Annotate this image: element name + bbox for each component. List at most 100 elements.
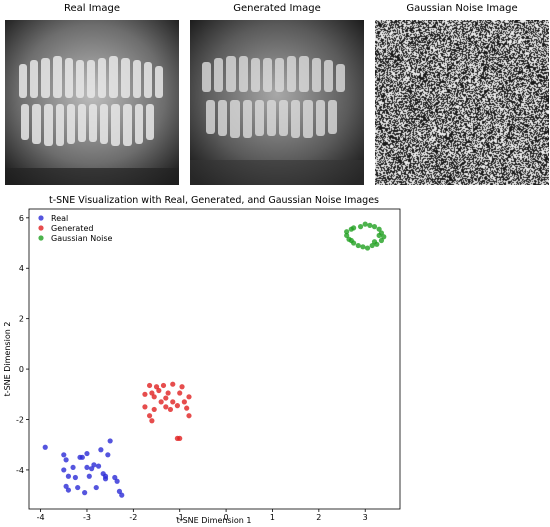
- data-point: [63, 457, 69, 463]
- data-point: [165, 390, 171, 396]
- x-tick-label: -4: [37, 513, 45, 522]
- data-point: [142, 391, 148, 397]
- y-tick-label: 6: [19, 214, 24, 223]
- data-point: [186, 394, 192, 400]
- data-point: [146, 413, 153, 419]
- y-tick-label: 0: [19, 365, 24, 374]
- data-point: [348, 237, 354, 244]
- data-points: [42, 221, 387, 498]
- data-point: [142, 404, 148, 410]
- data-point: [119, 492, 125, 498]
- data-point: [181, 399, 187, 405]
- data-point: [102, 476, 109, 482]
- plot-area: [28, 208, 401, 510]
- data-point: [344, 232, 350, 239]
- legend-entry: Real: [51, 214, 68, 223]
- data-point: [360, 244, 366, 250]
- y-tick-label: 2: [19, 315, 24, 324]
- panel-title-generated: Generated Image: [233, 3, 321, 14]
- data-point: [371, 224, 378, 230]
- data-point: [179, 384, 185, 390]
- data-point: [112, 474, 118, 481]
- panel-title-real: Real Image: [63, 3, 121, 14]
- data-point: [72, 474, 78, 481]
- data-point: [170, 381, 176, 387]
- y-tick-label: -2: [16, 416, 24, 425]
- data-point: [357, 224, 364, 230]
- data-point: [84, 464, 90, 471]
- data-point: [156, 387, 162, 394]
- data-point: [89, 466, 95, 472]
- data-point: [98, 447, 104, 453]
- x-tick-label: -1: [176, 513, 184, 522]
- data-point: [381, 234, 387, 240]
- data-point: [105, 452, 111, 458]
- tsne-scatter-chart: t-SNE Visualization with Real, Generated…: [3, 195, 401, 525]
- gaussian-noise-image: [375, 20, 549, 185]
- data-point: [86, 473, 92, 479]
- data-point: [170, 399, 176, 405]
- data-point: [184, 405, 190, 411]
- data-point: [158, 399, 164, 405]
- data-point: [186, 413, 192, 419]
- data-point: [84, 450, 90, 457]
- data-point: [149, 390, 155, 396]
- data-point: [163, 395, 169, 401]
- x-tick-label: 2: [316, 513, 321, 522]
- legend-marker: [38, 215, 44, 221]
- data-point: [364, 245, 371, 251]
- x-tick-label: -2: [129, 513, 137, 522]
- data-point: [163, 404, 169, 410]
- data-point: [160, 382, 167, 389]
- data-point: [151, 406, 157, 413]
- data-point: [369, 242, 375, 249]
- x-tick-label: -3: [83, 513, 91, 522]
- x-tick-label: 3: [363, 513, 368, 522]
- data-point: [116, 488, 123, 494]
- panoramic-xray-icon: [5, 20, 179, 185]
- panel-title-noise: Gaussian Noise Image: [406, 3, 518, 14]
- chart-title: t-SNE Visualization with Real, Generated…: [49, 195, 379, 206]
- data-point: [42, 444, 48, 450]
- data-point: [93, 484, 99, 491]
- data-point: [371, 239, 378, 245]
- legend-marker: [38, 235, 44, 241]
- data-point: [151, 394, 157, 400]
- data-point: [376, 226, 382, 232]
- data-point: [70, 464, 76, 471]
- data-point: [63, 483, 69, 489]
- x-axis-ticks: -4 -3 -2 -1 0 1 2 3: [37, 509, 368, 522]
- data-point: [167, 406, 174, 413]
- noise-texture-icon: [375, 20, 549, 185]
- y-tick-label: -4: [16, 466, 24, 475]
- legend-entry: Generated: [51, 224, 93, 233]
- data-point: [107, 438, 113, 444]
- x-tick-label: 1: [270, 513, 275, 522]
- legend-marker: [38, 225, 44, 231]
- data-point: [114, 478, 120, 484]
- data-point: [153, 384, 160, 390]
- data-point: [65, 487, 72, 493]
- y-axis-ticks: -4 -2 0 2 4 6: [16, 214, 29, 475]
- data-point: [65, 473, 72, 479]
- data-point: [149, 418, 155, 424]
- data-point: [367, 222, 373, 228]
- y-tick-label: 4: [19, 264, 24, 273]
- data-point: [177, 435, 183, 442]
- data-point: [61, 467, 67, 473]
- data-point: [378, 237, 385, 244]
- data-point: [79, 454, 85, 460]
- data-point: [376, 232, 382, 239]
- data-point: [174, 403, 180, 409]
- data-point: [355, 242, 361, 249]
- x-axis-label: t-SNE Dimension 1: [177, 516, 252, 525]
- generated-image: [190, 20, 364, 185]
- data-point: [61, 452, 67, 458]
- data-point: [75, 484, 81, 491]
- data-point: [146, 382, 153, 389]
- panoramic-xray-icon: [190, 20, 364, 185]
- data-point: [91, 462, 97, 468]
- data-point: [348, 226, 354, 232]
- data-point: [95, 463, 102, 469]
